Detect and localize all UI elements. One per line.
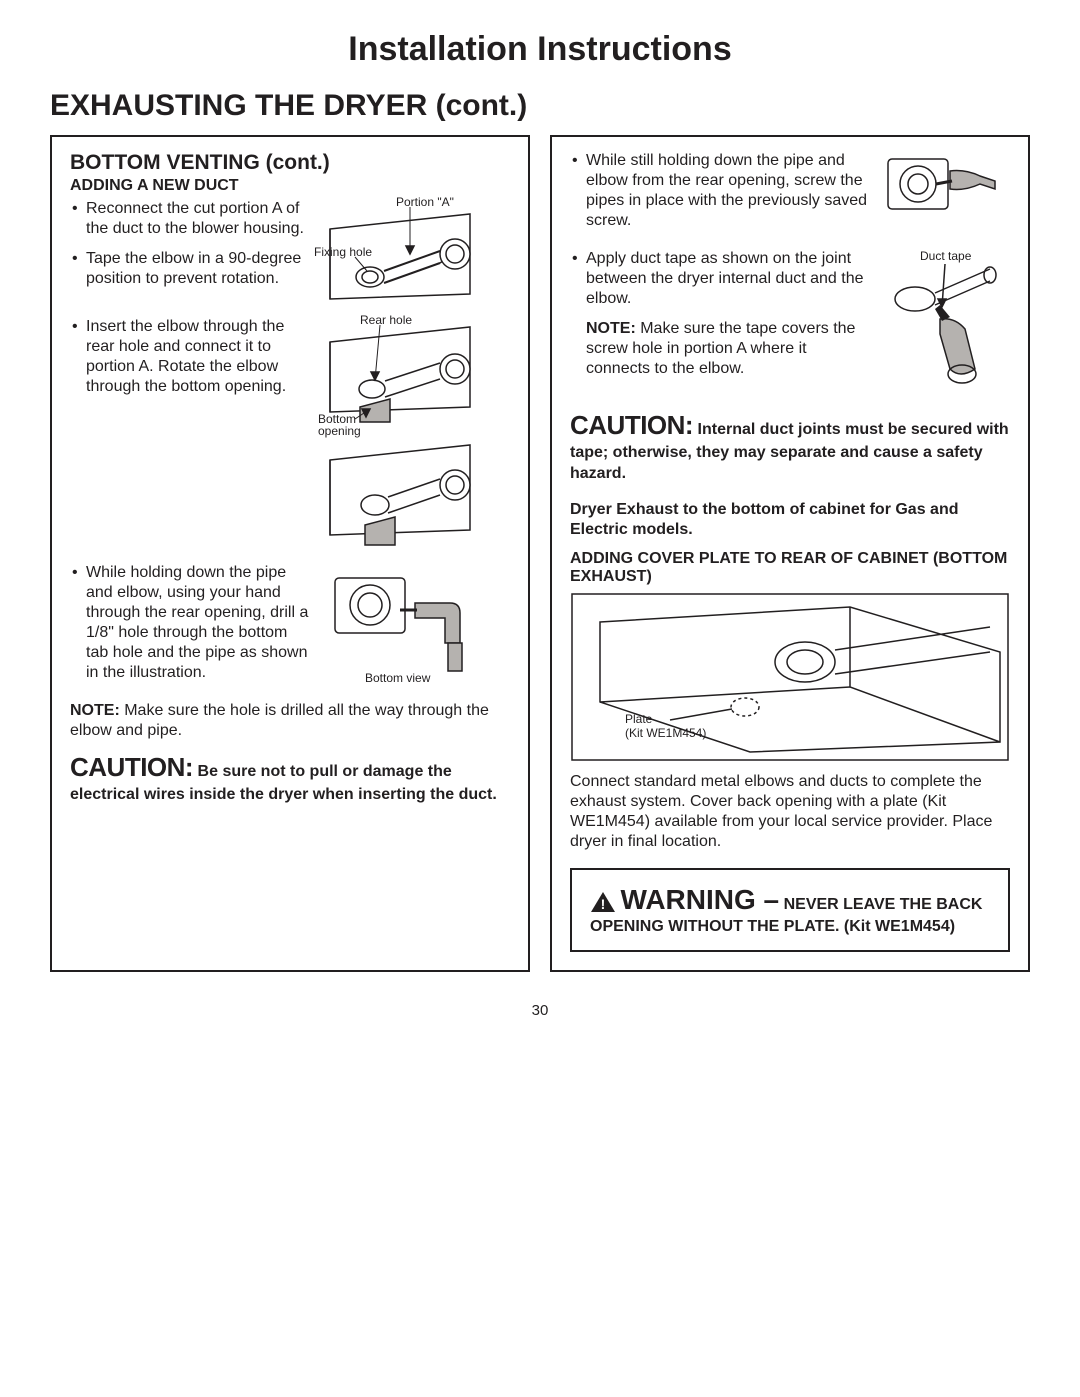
label-portion-a: Portion "A"	[396, 195, 454, 209]
label-rear-hole: Rear hole	[360, 313, 412, 327]
note-text: Make sure the hole is drilled all the wa…	[70, 702, 489, 739]
page-title: Installation Instructions	[50, 30, 1030, 69]
right-note-label: NOTE:	[586, 320, 636, 337]
label-plate: Plate	[625, 712, 652, 726]
left-subheading: BOTTOM VENTING (cont.)	[70, 151, 510, 175]
right-caution: CAUTION: Internal duct joints must be se…	[570, 409, 1010, 484]
right-column: While still holding down the pipe and el…	[550, 135, 1030, 972]
figure-rear-hole: Rear hole Bottomopening	[320, 317, 510, 427]
content-columns: BOTTOM VENTING (cont.) ADDING A NEW DUCT…	[50, 135, 1030, 972]
caution-word-right: CAUTION:	[570, 410, 693, 440]
label-bottom-view: Bottom view	[365, 671, 430, 685]
label-kit: (Kit WE1M454)	[625, 726, 706, 740]
caution-word: CAUTION:	[70, 752, 193, 782]
right-small-heading: ADDING COVER PLATE TO REAR OF CABINET (B…	[570, 550, 1010, 586]
left-column: BOTTOM VENTING (cont.) ADDING A NEW DUCT…	[50, 135, 530, 972]
figure-drill: Bottom view	[320, 563, 510, 693]
left-bullet-1: Reconnect the cut portion A of the duct …	[86, 199, 310, 239]
figure-cover-plate: Plate (Kit WE1M454)	[570, 592, 1010, 762]
right-bullet-2: Apply duct tape as shown on the joint be…	[586, 249, 870, 309]
warning-box: ! WARNING – NEVER LEAVE THE BACK OPENING…	[570, 868, 1010, 952]
figure-screw	[880, 151, 1010, 241]
right-para: Connect standard metal elbows and ducts …	[570, 772, 1010, 852]
page-number: 30	[50, 1002, 1030, 1019]
left-caution: CAUTION: Be sure not to pull or damage t…	[70, 751, 510, 806]
svg-text:!: !	[601, 896, 606, 912]
left-bullet-2: Tape the elbow in a 90-degree position t…	[86, 249, 310, 289]
right-bullet-1: While still holding down the pipe and el…	[586, 151, 870, 231]
label-fixing-hole: Fixing hole	[314, 245, 372, 259]
figure-duct-tape: Duct tape	[880, 249, 1010, 399]
left-small-heading: ADDING A NEW DUCT	[70, 177, 510, 195]
label-bottom-opening: Bottomopening	[318, 413, 361, 437]
section-heading: EXHAUSTING THE DRYER (cont.)	[50, 89, 1030, 123]
left-bullet-4: While holding down the pipe and elbow, u…	[86, 563, 310, 683]
figure-portion-a: Portion "A" Fixing hole	[320, 199, 510, 309]
figure-elbow-closeup	[320, 435, 510, 555]
left-bullet-3: Insert the elbow through the rear hole a…	[86, 317, 310, 397]
warning-word: WARNING –	[620, 884, 779, 915]
left-note: NOTE: Make sure the hole is drilled all …	[70, 701, 510, 741]
bold-para: Dryer Exhaust to the bottom of cabinet f…	[570, 500, 1010, 540]
label-duct-tape: Duct tape	[920, 249, 971, 263]
note-label: NOTE:	[70, 702, 120, 719]
warning-icon: !	[590, 891, 616, 918]
